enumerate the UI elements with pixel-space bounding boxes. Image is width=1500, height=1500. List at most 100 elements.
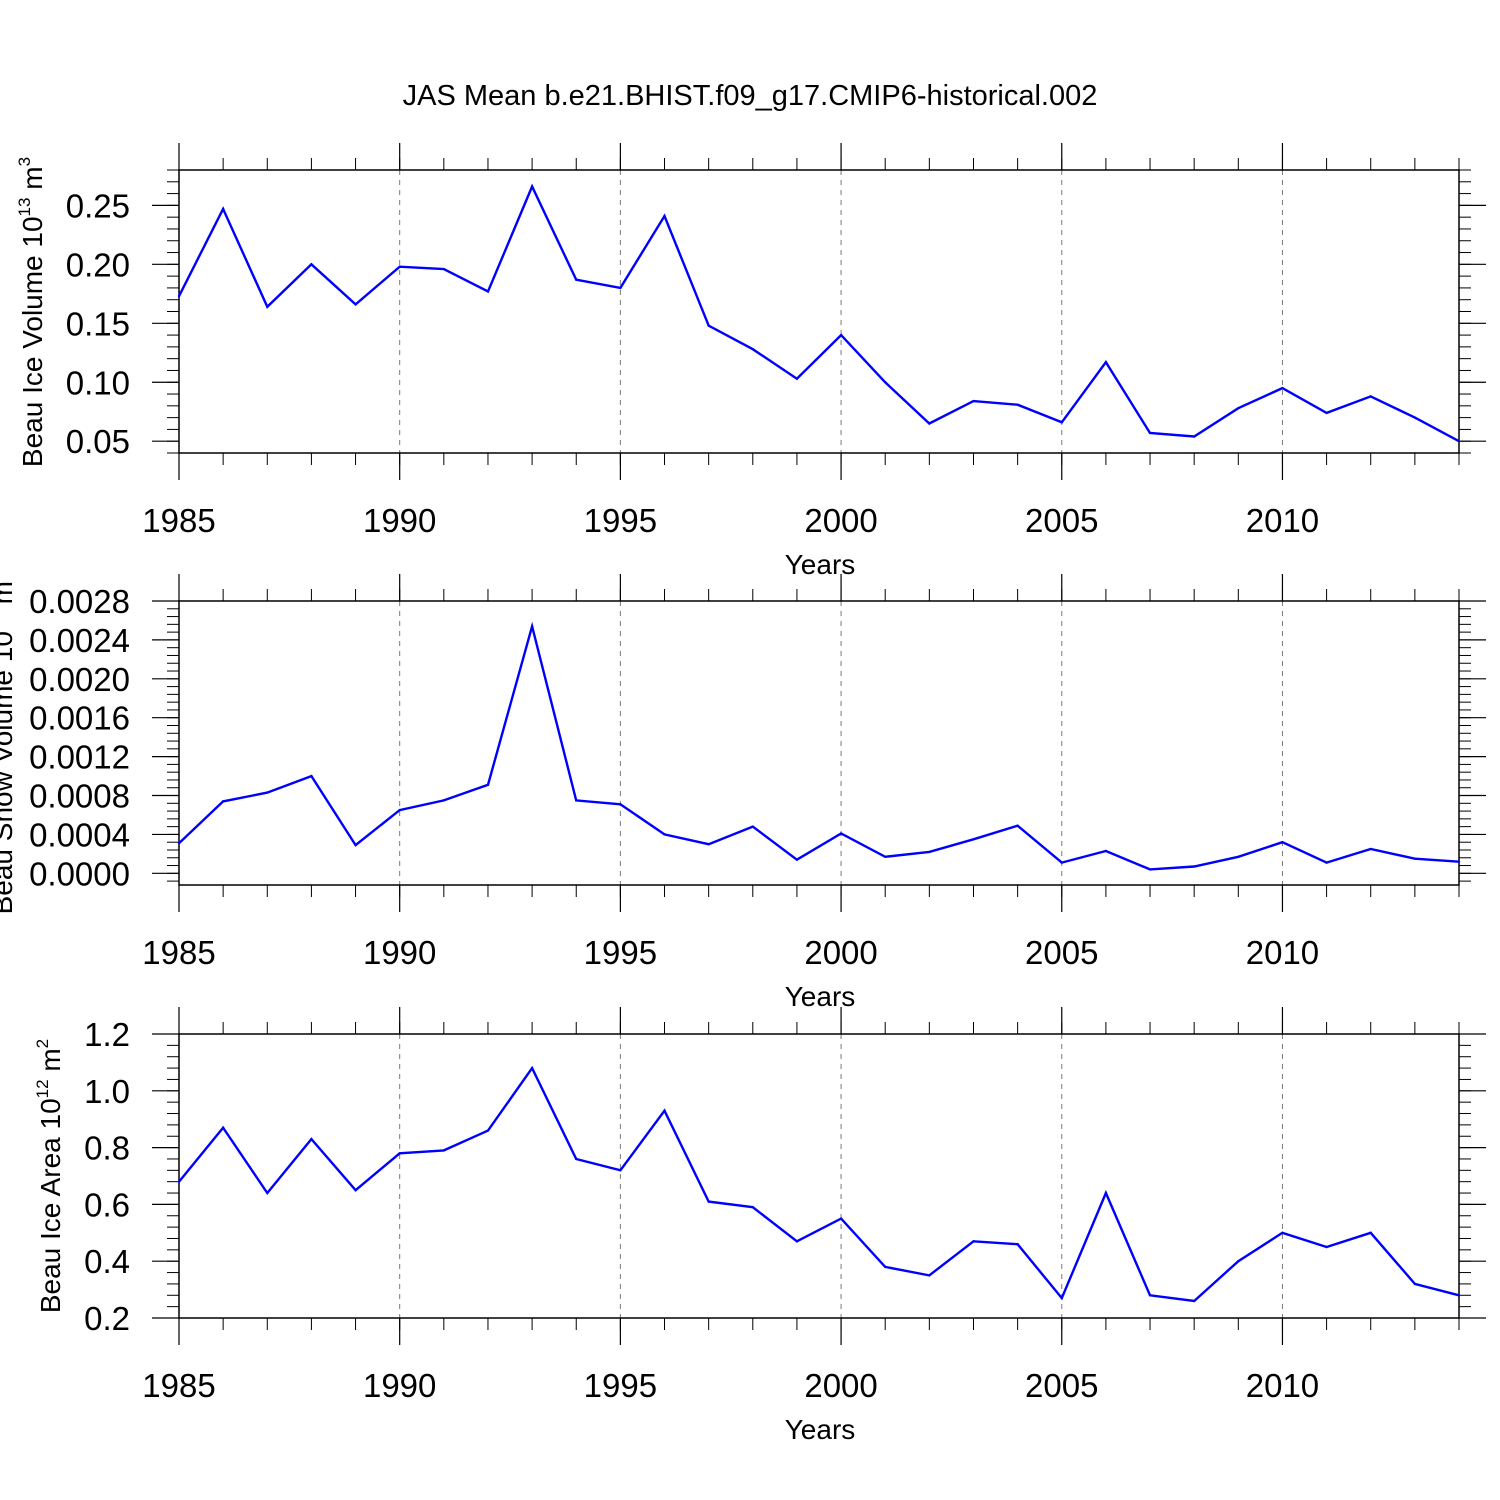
data-point bbox=[1192, 1299, 1196, 1303]
plot-border bbox=[178, 600, 1460, 886]
y-tick-label: 0.0000 bbox=[29, 855, 130, 892]
data-point bbox=[486, 783, 490, 787]
y-axis-title-exponent: 12 bbox=[33, 1079, 52, 1098]
data-point bbox=[884, 381, 887, 384]
data-point bbox=[1369, 1231, 1372, 1235]
y-tick-label: 0.20 bbox=[66, 246, 130, 283]
y-tick-label: 0.10 bbox=[66, 364, 130, 401]
data-point bbox=[266, 1191, 269, 1195]
data-point bbox=[1148, 1294, 1152, 1297]
x-tick-label: 1990 bbox=[363, 934, 436, 971]
y-tick-label: 0.6 bbox=[84, 1186, 130, 1223]
data-point bbox=[1325, 861, 1328, 864]
y-tick-label: 0.15 bbox=[66, 305, 130, 342]
data-point bbox=[1237, 406, 1240, 410]
y-axis-title-unit: m bbox=[0, 581, 18, 612]
data-point bbox=[619, 803, 622, 806]
data-point bbox=[1016, 1242, 1019, 1246]
data-point bbox=[663, 214, 666, 218]
data-point bbox=[354, 1189, 357, 1192]
data-point bbox=[1457, 440, 1461, 443]
data-point bbox=[442, 799, 446, 802]
data-point bbox=[1104, 849, 1108, 853]
data-point bbox=[1325, 411, 1328, 415]
data-point bbox=[398, 1152, 401, 1155]
data-point bbox=[884, 1265, 887, 1269]
plot-border bbox=[178, 1033, 1460, 1319]
data-point bbox=[751, 348, 754, 351]
data-point bbox=[310, 774, 313, 778]
y-tick-label: 0.05 bbox=[66, 423, 130, 460]
y-axis-title-main: Beau Ice Area 10 bbox=[35, 1098, 66, 1313]
data-point bbox=[707, 842, 710, 846]
data-point bbox=[1060, 421, 1063, 424]
y-tick-label: 1.0 bbox=[84, 1073, 130, 1110]
data-point bbox=[1192, 865, 1196, 868]
data-point bbox=[1192, 435, 1196, 438]
data-point bbox=[530, 1066, 534, 1070]
y-tick-label: 0.0012 bbox=[29, 739, 130, 776]
data-point bbox=[442, 1149, 446, 1152]
series-line bbox=[178, 1065, 1460, 1303]
data-point bbox=[1281, 1231, 1284, 1235]
x-tick-label: 1985 bbox=[142, 934, 215, 971]
data-point bbox=[1457, 860, 1461, 863]
data-point bbox=[310, 263, 313, 266]
data-point bbox=[839, 832, 843, 835]
data-point bbox=[1148, 868, 1152, 871]
data-point bbox=[398, 808, 401, 812]
data-point bbox=[619, 286, 622, 290]
data-point bbox=[751, 825, 754, 828]
y-tick-label: 0.2 bbox=[84, 1300, 130, 1337]
data-point bbox=[1148, 431, 1152, 435]
y-axis-title-unit: m bbox=[17, 166, 48, 197]
y-axis-title-unit-exponent: 3 bbox=[0, 572, 4, 581]
x-tick-label: 1990 bbox=[363, 1367, 436, 1404]
y-axis-title-main: Beau Snow Volume 10 bbox=[0, 631, 18, 914]
data-point bbox=[795, 377, 799, 380]
data-point bbox=[575, 1157, 578, 1161]
x-tick-label: 2010 bbox=[1246, 502, 1319, 539]
figure-title: JAS Mean b.e21.BHIST.f09_g17.CMIP6-histo… bbox=[403, 80, 1098, 112]
data-point bbox=[221, 800, 225, 803]
y-tick-label: 1.2 bbox=[84, 1016, 130, 1053]
y-tick-label: 0.0024 bbox=[29, 622, 130, 659]
data-point bbox=[486, 290, 490, 293]
y-axis-title: Beau Snow Volume 1013 m3 bbox=[0, 572, 18, 915]
x-tick-label: 1985 bbox=[142, 502, 215, 539]
data-point bbox=[1237, 1260, 1240, 1263]
data-point bbox=[266, 305, 269, 308]
series-line bbox=[178, 621, 1460, 871]
y-axis-title-exponent: 13 bbox=[15, 198, 34, 217]
x-tick-label: 1985 bbox=[142, 1367, 215, 1404]
data-point bbox=[707, 1200, 710, 1203]
y-axis-title-main: Beau Ice Volume 10 bbox=[17, 216, 48, 467]
data-point bbox=[221, 207, 225, 211]
x-axis-title: Years bbox=[785, 549, 856, 580]
data-point bbox=[928, 850, 931, 854]
x-tick-label: 1995 bbox=[584, 1367, 657, 1404]
data-point bbox=[1325, 1245, 1328, 1249]
data-point bbox=[1281, 386, 1284, 390]
data-point bbox=[884, 855, 887, 858]
data-point bbox=[928, 422, 931, 425]
y-tick-label: 0.0004 bbox=[29, 816, 130, 853]
data-point bbox=[1104, 361, 1108, 364]
y-tick-label: 0.8 bbox=[84, 1130, 130, 1167]
x-tick-label: 2005 bbox=[1025, 502, 1098, 539]
data-point bbox=[575, 799, 578, 802]
y-axis-title-unit-exponent: 3 bbox=[15, 157, 34, 166]
data-point bbox=[1016, 824, 1019, 827]
data-point bbox=[177, 841, 181, 845]
y-axis-title-unit-exponent: 2 bbox=[33, 1039, 52, 1048]
x-tick-label: 2000 bbox=[804, 1367, 877, 1404]
y-tick-label: 0.4 bbox=[84, 1243, 130, 1280]
data-point bbox=[177, 1180, 181, 1183]
data-point bbox=[310, 1137, 313, 1141]
data-point bbox=[1413, 1282, 1417, 1286]
x-axis-title: Years bbox=[785, 1414, 856, 1445]
data-point bbox=[1457, 1294, 1461, 1297]
data-point bbox=[972, 399, 975, 403]
x-tick-label: 1995 bbox=[584, 502, 657, 539]
